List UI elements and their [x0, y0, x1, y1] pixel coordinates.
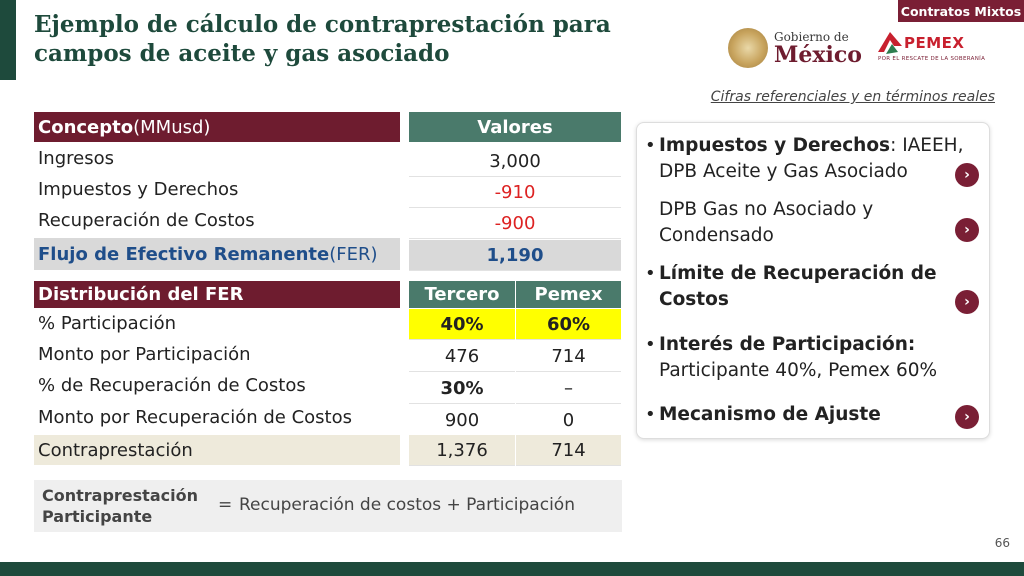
reference-note: Cifras referenciales y en términos reale… — [710, 89, 995, 105]
panel-item-interes: Interés de Participación: Participante 4… — [659, 332, 969, 384]
bullet-1: • — [645, 135, 656, 156]
panel-item-impuestos-rest: : IAEEH, DPB Aceite y Gas Asociado — [659, 135, 964, 182]
concepto-header-label: Concepto — [38, 116, 134, 138]
pemex-header: Pemex — [516, 281, 621, 308]
formula-label-line2: Participante — [42, 507, 153, 526]
bullet-3: • — [645, 334, 656, 355]
formula-text: Recuperación de costos + Participación — [239, 495, 575, 515]
gobierno-logo-line1: Gobierno de — [774, 29, 849, 44]
value-recuperacion: -900 — [409, 208, 621, 239]
row-label-pct-recuperacion: % de Recuperación de Costos — [38, 374, 306, 396]
concepto-header: Concepto (MMusd) — [34, 112, 400, 142]
distribucion-header: Distribución del FER — [34, 281, 400, 308]
panel-item-interes-bold: Interés de Participación: — [659, 334, 916, 355]
tercero-participacion: 40% — [409, 309, 515, 340]
bullet-4: • — [645, 404, 656, 425]
row-label-ingresos: Ingresos — [38, 147, 114, 169]
row-label-monto-recuperacion: Monto por Recuperación de Costos — [38, 406, 352, 428]
bullet-2: • — [645, 263, 656, 284]
contraprestacion-label: Contraprestación — [38, 439, 193, 461]
tercero-monto-recuperacion: 900 — [409, 405, 515, 436]
valores-header: Valores — [409, 112, 621, 142]
panel-item-interes-rest: Participante 40%, Pemex 60% — [659, 360, 938, 381]
chevron-right-icon[interactable]: › — [955, 405, 979, 429]
pemex-logo-subtitle: POR EL RESCATE DE LA SOBERANÍA — [878, 56, 986, 62]
concepto-header-unit: (MMusd) — [133, 116, 211, 138]
gobierno-logo-line2: México — [774, 41, 862, 68]
pemex-pct-recuperacion: – — [516, 373, 621, 404]
chevron-right-icon[interactable]: › — [955, 218, 979, 242]
tercero-contraprestacion: 1,376 — [409, 435, 515, 466]
row-label-recuperacion: Recuperación de Costos — [38, 209, 255, 231]
formula-box: Contraprestación Participante = Recupera… — [34, 480, 622, 532]
panel-item-limite: Límite de Recuperación de Costos — [659, 263, 937, 310]
row-label-monto-participacion: Monto por Participación — [38, 343, 251, 365]
pemex-monto-recuperacion: 0 — [516, 405, 621, 436]
row-label-participacion: % Participación — [38, 312, 177, 334]
fer-row-label: Flujo de Efectivo Remanente (FER) — [34, 238, 400, 270]
contraprestacion-row-label: Contraprestación — [34, 435, 400, 465]
tercero-monto-participacion: 476 — [409, 341, 515, 372]
page-title: Ejemplo de cálculo de contraprestación p… — [34, 11, 611, 67]
section-tag: Contratos Mixtos — [898, 0, 1024, 22]
panel-item-dpb-gas: DPB Gas no Asociado y Condensado — [659, 199, 874, 246]
formula-equals: = — [218, 495, 233, 515]
concepts-panel: • Impuestos y Derechos: IAEEH, DPB Aceit… — [636, 122, 990, 439]
formula-label: Contraprestación Participante — [42, 485, 198, 527]
pemex-logo: PEMEX POR EL RESCATE DE LA SOBERANÍA — [876, 28, 994, 66]
mexico-seal-icon — [728, 28, 768, 68]
pemex-eagle-icon — [878, 32, 902, 54]
page-number: 66 — [994, 536, 1010, 550]
pemex-logo-word: PEMEX — [904, 34, 965, 52]
panel-item-impuestos-bold: Impuestos y Derechos — [659, 135, 891, 156]
left-accent-bar — [0, 0, 16, 80]
value-impuestos: -910 — [409, 177, 621, 208]
value-ingresos: 3,000 — [409, 146, 621, 177]
panel-item-mecanismo: Mecanismo de Ajuste — [659, 404, 881, 425]
formula-label-line1: Contraprestación — [42, 486, 198, 505]
panel-item-impuestos: Impuestos y Derechos: IAEEH, DPB Aceite … — [659, 133, 969, 185]
fer-value: 1,190 — [409, 240, 621, 271]
pemex-contraprestacion: 714 — [516, 435, 621, 466]
pemex-monto-participacion: 714 — [516, 341, 621, 372]
tercero-header: Tercero — [409, 281, 515, 308]
row-label-impuestos: Impuestos y Derechos — [38, 178, 239, 200]
gobierno-logo: Gobierno de México — [728, 28, 862, 68]
fer-suffix: (FER) — [329, 243, 378, 265]
pemex-participacion: 60% — [516, 309, 621, 340]
distribucion-header-label: Distribución del FER — [38, 284, 244, 305]
bottom-accent-bar — [0, 562, 1024, 576]
fer-label: Flujo de Efectivo Remanente — [38, 243, 330, 265]
chevron-right-icon[interactable]: › — [955, 290, 979, 314]
tercero-pct-recuperacion: 30% — [409, 373, 515, 404]
chevron-right-icon[interactable]: › — [955, 163, 979, 187]
